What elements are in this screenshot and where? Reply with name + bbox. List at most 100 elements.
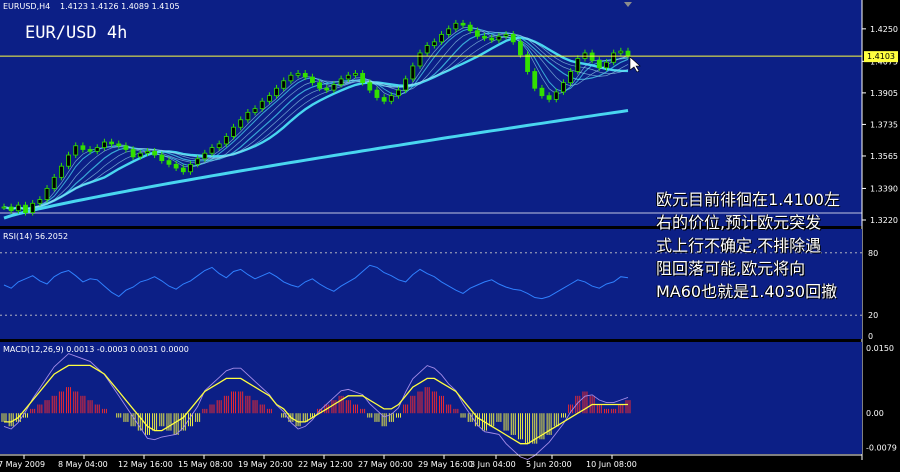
macd-tick-label: 0.0150 <box>866 344 894 353</box>
ohlc-values: 1.4123 1.4126 1.4089 1.4105 <box>60 2 180 11</box>
candle-body <box>116 143 122 147</box>
price-tick-label: 1.3390 <box>870 184 898 193</box>
candle-body <box>417 52 423 67</box>
candle-body <box>367 82 373 91</box>
candle-body <box>94 147 100 152</box>
macd-pane[interactable]: 0.0150 0.00 -0.0079 MACD(12,26,9) 0.0013 -… <box>0 342 897 460</box>
candle-body <box>281 80 287 89</box>
candle-body <box>446 28 452 35</box>
candle-body <box>317 82 322 89</box>
time-tick-label: 15 May 08:00 <box>178 460 233 469</box>
candle-body <box>302 72 308 78</box>
candle-body <box>568 71 574 84</box>
candle-body <box>431 41 437 46</box>
macd-signal-line <box>4 364 628 445</box>
candle-body <box>467 24 473 32</box>
moving-average-line <box>3 31 629 210</box>
candle-body <box>331 84 337 91</box>
candle-body <box>518 41 523 56</box>
candle-body <box>130 149 136 158</box>
candle-body <box>489 37 495 41</box>
candle-body <box>238 119 244 128</box>
candle-body <box>202 152 208 160</box>
price-tick-label: 1.3735 <box>870 120 898 129</box>
candle-body <box>424 45 430 54</box>
candle-body <box>66 154 71 167</box>
candle-body <box>388 95 394 102</box>
candle-body <box>58 165 64 178</box>
time-tick-label: 8 May 04:00 <box>58 460 108 469</box>
candle-body <box>252 108 258 113</box>
candle-body <box>80 145 86 150</box>
candle-body <box>360 72 366 84</box>
price-tick-label: 1.3565 <box>870 152 898 161</box>
time-tick-label: 10 Jun 08:00 <box>586 460 637 469</box>
rsi-tick-label: 0 <box>868 332 873 341</box>
candle-body <box>288 74 294 82</box>
candle-body <box>245 111 251 121</box>
candle-body <box>274 87 279 97</box>
candle-body <box>310 76 315 84</box>
candle-body <box>353 72 358 76</box>
candle-body <box>266 95 272 102</box>
rsi-label: RSI(14) 56.2052 <box>3 232 68 241</box>
price-tick-label: 1.4250 <box>870 25 898 34</box>
candle-body <box>173 163 179 169</box>
candle-body <box>403 78 409 91</box>
candle-body <box>374 89 380 98</box>
candle-body <box>410 65 416 80</box>
analysis-note: 欧元目前徘徊在1.4100左 右的价位,预计欧元突发 式上行不确定,不排除遇 阻… <box>656 188 878 303</box>
candle-body <box>618 50 624 54</box>
time-tick-label: 3 Jun 04:00 <box>470 460 516 469</box>
price-tick-label: 1.3220 <box>870 216 898 225</box>
time-tick-label: 29 May 16:00 <box>418 460 473 469</box>
candle-body <box>166 160 172 165</box>
current-price-tag: 1.4103 <box>864 51 898 63</box>
ma-ribbon-line <box>3 26 629 210</box>
rsi-line <box>3 264 629 300</box>
candle-body <box>453 22 459 30</box>
candle-body <box>561 82 566 93</box>
candle-body <box>145 150 150 154</box>
ma-ribbon-line <box>3 34 629 210</box>
candle-body <box>37 199 43 204</box>
price-tick-label: 1.3905 <box>870 89 898 98</box>
shift-marker-icon[interactable] <box>624 2 632 7</box>
candle-body <box>575 58 581 72</box>
price-pane[interactable]: 1.42501.40751.39051.37351.35651.33901.32… <box>0 0 898 460</box>
time-tick-label: 7 May 2009 <box>0 460 45 469</box>
candle-body <box>123 145 129 150</box>
candle-body <box>546 95 552 100</box>
candle-body <box>396 89 401 97</box>
price-tag-box <box>864 51 898 63</box>
candle-body <box>259 100 265 110</box>
candle-body <box>460 22 466 26</box>
candle-body <box>510 34 516 43</box>
candle-body <box>589 52 595 61</box>
symbol-info: EURUSD,H4 <box>3 2 50 11</box>
time-tick-label: 5 Jun 20:00 <box>526 460 572 469</box>
rsi-pane-background <box>0 229 862 339</box>
candle-body <box>44 188 50 200</box>
candle-body <box>30 202 36 213</box>
candle-body <box>625 50 631 57</box>
candle-body <box>152 150 158 156</box>
candle-body <box>188 163 193 173</box>
time-tick-label: 27 May 00:00 <box>358 460 413 469</box>
candle-body <box>496 35 502 41</box>
macd-tick-label: 0.00 <box>866 409 884 418</box>
candle-body <box>439 34 444 43</box>
candle-body <box>1 206 7 209</box>
candle-body <box>15 204 21 212</box>
candle-body <box>611 52 617 63</box>
macd-tick-label: -0.0079 <box>866 444 897 453</box>
candle-body <box>102 141 107 149</box>
candle-body <box>503 34 509 37</box>
note-line-4: 阻回落可能,欧元将向 <box>656 259 806 278</box>
candle-body <box>604 61 609 69</box>
rsi-tick-label: 80 <box>868 249 878 258</box>
rsi-pane[interactable]: 80 20 0 RSI(14) 56.2052 <box>0 229 878 341</box>
candle-body <box>553 91 559 100</box>
note-line-1: 欧元目前徘徊在1.4100左 <box>656 190 840 209</box>
